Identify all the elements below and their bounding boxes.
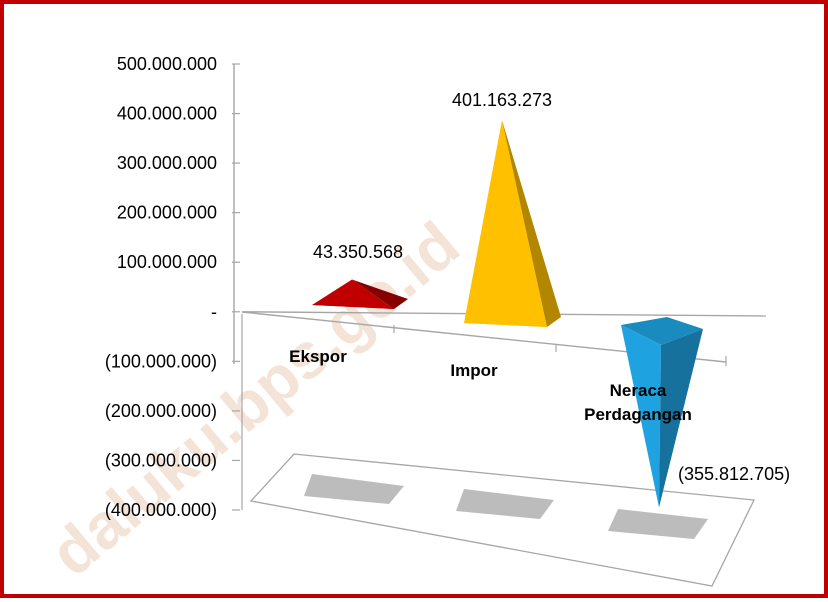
pyramid-front-face [464,120,547,327]
y-tick-label: 300.000.000 [117,153,217,173]
data-label: 43.350.568 [313,242,403,262]
y-tick-label: 400.000.000 [117,104,217,124]
data-label: (355.812.705) [678,464,790,484]
category-label: Perdagangan [584,405,692,424]
pyramid-side-face [659,329,703,508]
category-label: Ekspor [289,347,347,366]
watermark-text: daluku.bps.go.id [37,208,473,590]
y-tick-label: 200.000.000 [117,203,217,223]
y-tick-label: (100.000.000) [105,351,217,371]
pyramid-front-face [621,325,661,508]
pyramid-side-face [352,279,408,309]
category-label: Neraca [610,381,667,400]
floor-shadow [456,489,554,519]
pyramid-ekspor [312,279,408,309]
floor-shadow [304,474,404,504]
pyramid-impor [464,120,561,327]
pyramid-top-face [621,317,703,345]
y-tick-label: 100.000.000 [117,252,217,272]
pyramid-front-face [312,279,394,309]
floor-shadow [608,509,708,539]
category-label: Impor [450,361,498,380]
y-tick-label: (400.000.000) [105,500,217,520]
pyramid-neraca-perdagangan [621,317,703,508]
pyramid-chart: daluku.bps.go.id 500.000.000 400.000.000 3… [37,54,790,590]
y-tick-label: 500.000.000 [117,54,217,74]
y-tick-label: (300.000.000) [105,450,217,470]
y-tick-label: - [211,302,217,322]
pyramid-side-face [502,120,561,327]
data-label: 401.163.273 [452,90,552,110]
chart-floor [249,453,755,587]
y-tick-label: (200.000.000) [105,401,217,421]
